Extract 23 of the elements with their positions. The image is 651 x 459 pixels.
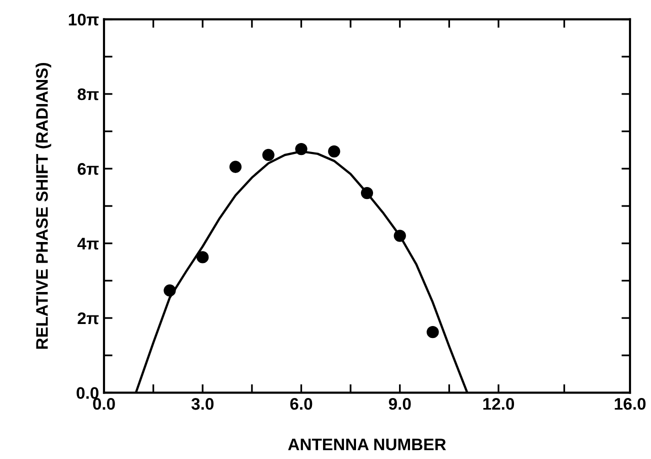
x-tick-label: 6.0 bbox=[290, 398, 312, 410]
x-tick-label: 12.0 bbox=[483, 398, 514, 410]
point bbox=[295, 142, 308, 156]
x-tick-label: 3.0 bbox=[191, 398, 214, 410]
point bbox=[229, 160, 242, 173]
point bbox=[394, 230, 406, 242]
point bbox=[328, 145, 340, 158]
y-tick-label: 4π bbox=[77, 238, 99, 250]
x-tick-label: 0.0 bbox=[93, 398, 115, 410]
point bbox=[262, 148, 274, 162]
x-tick-label: 9.0 bbox=[388, 398, 411, 410]
y-tick-label: 8π bbox=[78, 88, 99, 100]
x-axis-title: ANTENNA NUMBER bbox=[288, 438, 446, 450]
y-tick-label: 0.0 bbox=[76, 387, 98, 399]
point bbox=[164, 284, 176, 297]
x-tick-label: 16.0 bbox=[614, 398, 646, 410]
y-tick-label: 10π bbox=[68, 14, 99, 26]
point bbox=[360, 186, 374, 200]
y-axis-title: RELATIVE PHASE SHIFT (RADIANS) bbox=[36, 62, 52, 349]
point bbox=[196, 251, 209, 264]
y-tick-label: 6π bbox=[78, 163, 99, 175]
y-tick-label: 2π bbox=[78, 312, 99, 324]
point bbox=[426, 326, 439, 338]
